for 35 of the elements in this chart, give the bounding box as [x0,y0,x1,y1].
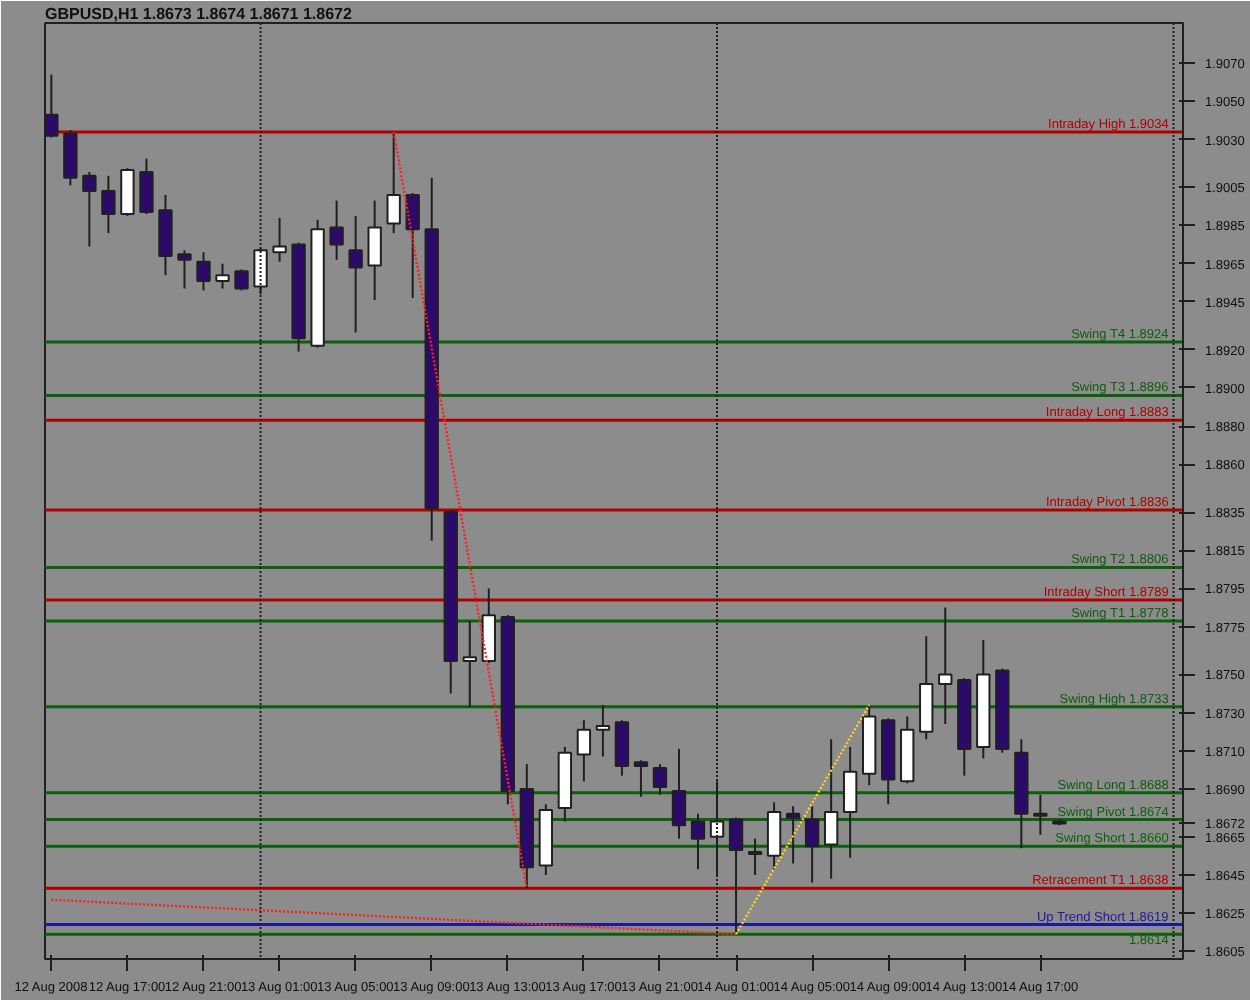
candlestick [481,587,496,664]
candlestick [823,738,839,880]
candlestick [462,619,477,708]
candlestick [919,635,934,741]
candlestick [1033,793,1048,836]
candlestick [652,763,668,796]
candlestick [804,805,820,884]
candlestick [196,251,211,292]
candlestick [576,719,592,783]
candlestick [785,805,801,865]
candlestick [101,174,116,235]
candlestick [177,249,192,290]
candlestick [63,128,78,187]
candlestick [82,171,97,248]
candlestick [728,816,744,936]
candlestick [215,262,230,290]
candlestick [938,606,953,726]
candlestick [348,214,363,334]
candlestick [690,812,706,871]
candlestick [671,747,687,840]
candlestick [139,157,154,216]
candlestick [405,192,420,300]
candlestick [747,837,763,876]
candlestick [842,745,858,859]
candlestick [272,216,287,263]
candlestick [633,759,649,798]
candlestick [386,130,401,235]
candlestick [595,703,611,758]
candlestick [329,199,344,261]
candlestick [614,719,630,777]
chart-title: GBPUSD,H1 1.8673 1.8674 1.8671 1.8672 [45,5,353,23]
candlestick [158,193,173,277]
candlestick [367,199,382,301]
candlestick [120,167,135,217]
candlestick [766,801,782,871]
